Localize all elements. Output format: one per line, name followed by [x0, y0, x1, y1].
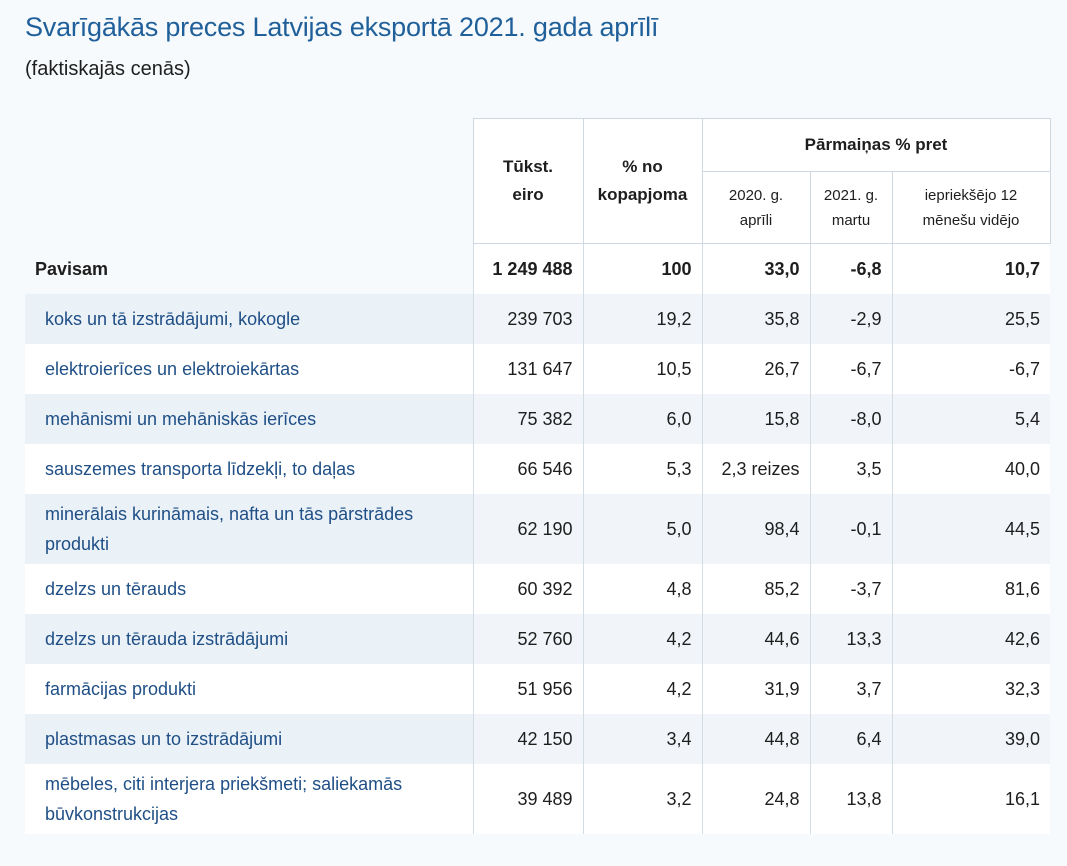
cell-change-avg: 42,6 — [891, 614, 1051, 664]
cell-change-avg: 10,7 — [891, 243, 1051, 294]
cell-change-march: -0,1 — [809, 494, 892, 564]
cell-pct-total: 6,0 — [582, 394, 702, 444]
cell-tukst-eiro: 131 647 — [472, 344, 583, 394]
row-label: plastmasas un to izstrādājumi — [25, 714, 473, 764]
cell-change-avg: 39,0 — [891, 714, 1051, 764]
table-row: farmācijas produkti 51 956 4,2 31,9 3,7 … — [25, 664, 1051, 714]
cell-change-march: 3,5 — [809, 444, 892, 494]
cell-change-march: -2,9 — [809, 294, 892, 344]
row-label: Pavisam — [25, 243, 473, 294]
cell-pct-total: 19,2 — [582, 294, 702, 344]
cell-pct-total: 5,3 — [582, 444, 702, 494]
cell-change-april: 31,9 — [701, 664, 810, 714]
table-row: plastmasas un to izstrādājumi 42 150 3,4… — [25, 714, 1051, 764]
cell-change-avg: 32,3 — [891, 664, 1051, 714]
header-apr-line2: aprīli — [739, 211, 773, 229]
header-avg-line2: mēnešu vidējo — [922, 211, 1020, 229]
cell-change-april: 26,7 — [701, 344, 810, 394]
cell-tukst-eiro: 66 546 — [472, 444, 583, 494]
header-pct-line1: % no — [622, 157, 663, 176]
cell-pct-total: 100 — [582, 243, 702, 294]
header-pct-line2: kopapjoma — [597, 185, 688, 204]
header-vs-2021-march: 2021. g. martu — [809, 171, 893, 244]
row-label: mehānismi un mehāniskās ierīces — [25, 394, 473, 444]
header-vs-12-month-avg: iepriekšējo 12 mēnešu vidējo — [891, 171, 1051, 244]
cell-change-march: -8,0 — [809, 394, 892, 444]
header-vs-2020-april: 2020. g. aprīli — [701, 171, 811, 244]
header-tukst-line2: eiro — [512, 185, 544, 204]
cell-change-avg: 16,1 — [891, 764, 1051, 834]
table-row: mehānismi un mehāniskās ierīces 75 382 6… — [25, 394, 1051, 444]
row-label: minerālais kurināmais, nafta un tās pārs… — [25, 494, 473, 564]
page-title: Svarīgākās preces Latvijas eksportā 2021… — [25, 12, 659, 42]
cell-change-april: 98,4 — [701, 494, 810, 564]
header-corner — [25, 119, 473, 244]
cell-tukst-eiro: 239 703 — [472, 294, 583, 344]
cell-change-april: 44,6 — [701, 614, 810, 664]
page-subtitle: (faktiskajās cenās) — [25, 58, 191, 80]
header-mar-line2: martu — [831, 211, 871, 229]
row-label: farmācijas produkti — [25, 664, 473, 714]
cell-change-march: -3,7 — [809, 564, 892, 614]
cell-change-avg: 44,5 — [891, 494, 1051, 564]
cell-change-march: 3,7 — [809, 664, 892, 714]
header-tukst-eiro: Tūkst. eiro — [472, 118, 584, 244]
row-label: dzelzs un tērauds — [25, 564, 473, 614]
table-row: elektroierīces un elektroiekārtas 131 64… — [25, 344, 1051, 394]
header-pct-kopapjoma: % no kopapjoma — [582, 118, 703, 244]
cell-change-march: 13,3 — [809, 614, 892, 664]
header-apr-line1: 2020. g. — [728, 186, 784, 204]
cell-change-avg: 81,6 — [891, 564, 1051, 614]
cell-change-april: 35,8 — [701, 294, 810, 344]
cell-change-avg: 5,4 — [891, 394, 1051, 444]
cell-change-march: 6,4 — [809, 714, 892, 764]
cell-change-april: 85,2 — [701, 564, 810, 614]
header-change-group: Pārmaiņas % pret — [701, 118, 1051, 172]
table-header: Tūkst. eiro % no kopapjoma Pārmaiņas % p… — [25, 118, 1051, 244]
cell-change-march: -6,7 — [809, 344, 892, 394]
table-row: minerālais kurināmais, nafta un tās pārs… — [25, 494, 1051, 564]
row-label: sauszemes transporta līdzekļi, to daļas — [25, 444, 473, 494]
cell-tukst-eiro: 42 150 — [472, 714, 583, 764]
cell-change-avg: 40,0 — [891, 444, 1051, 494]
table-row: dzelzs un tērauds 60 392 4,8 85,2 -3,7 8… — [25, 564, 1051, 614]
cell-tukst-eiro: 52 760 — [472, 614, 583, 664]
cell-change-march: -6,8 — [809, 243, 892, 294]
row-label: dzelzs un tērauda izstrādājumi — [25, 614, 473, 664]
header-mar-line1: 2021. g. — [823, 186, 879, 204]
cell-change-april: 15,8 — [701, 394, 810, 444]
cell-pct-total: 4,2 — [582, 664, 702, 714]
cell-tukst-eiro: 60 392 — [472, 564, 583, 614]
row-label: koks un tā izstrādājumi, kokogle — [25, 294, 473, 344]
table-row: dzelzs un tērauda izstrādājumi 52 760 4,… — [25, 614, 1051, 664]
table-body: Pavisam 1 249 488 100 33,0 -6,8 10,7 kok… — [25, 243, 1051, 834]
cell-pct-total: 3,4 — [582, 714, 702, 764]
header-avg-line1: iepriekšējo 12 — [924, 186, 1018, 204]
row-label: mēbeles, citi interjera priekšmeti; sali… — [25, 764, 473, 834]
export-table: Tūkst. eiro % no kopapjoma Pārmaiņas % p… — [25, 118, 1051, 834]
cell-change-avg: 25,5 — [891, 294, 1051, 344]
cell-pct-total: 4,2 — [582, 614, 702, 664]
cell-tukst-eiro: 62 190 — [472, 494, 583, 564]
cell-tukst-eiro: 1 249 488 — [472, 243, 583, 294]
header-tukst-line1: Tūkst. — [502, 157, 554, 176]
cell-change-avg: -6,7 — [891, 344, 1051, 394]
cell-change-april: 2,3 reizes — [701, 444, 810, 494]
table-row: koks un tā izstrādājumi, kokogle 239 703… — [25, 294, 1051, 344]
cell-change-april: 44,8 — [701, 714, 810, 764]
row-label: elektroierīces un elektroiekārtas — [25, 344, 473, 394]
cell-pct-total: 5,0 — [582, 494, 702, 564]
cell-pct-total: 3,2 — [582, 764, 702, 834]
cell-pct-total: 4,8 — [582, 564, 702, 614]
cell-tukst-eiro: 75 382 — [472, 394, 583, 444]
cell-pct-total: 10,5 — [582, 344, 702, 394]
cell-change-april: 24,8 — [701, 764, 810, 834]
table-row-total: Pavisam 1 249 488 100 33,0 -6,8 10,7 — [25, 243, 1051, 294]
cell-tukst-eiro: 51 956 — [472, 664, 583, 714]
cell-tukst-eiro: 39 489 — [472, 764, 583, 834]
cell-change-march: 13,8 — [809, 764, 892, 834]
table-row: sauszemes transporta līdzekļi, to daļas … — [25, 444, 1051, 494]
table-row: mēbeles, citi interjera priekšmeti; sali… — [25, 764, 1051, 834]
cell-change-april: 33,0 — [701, 243, 810, 294]
